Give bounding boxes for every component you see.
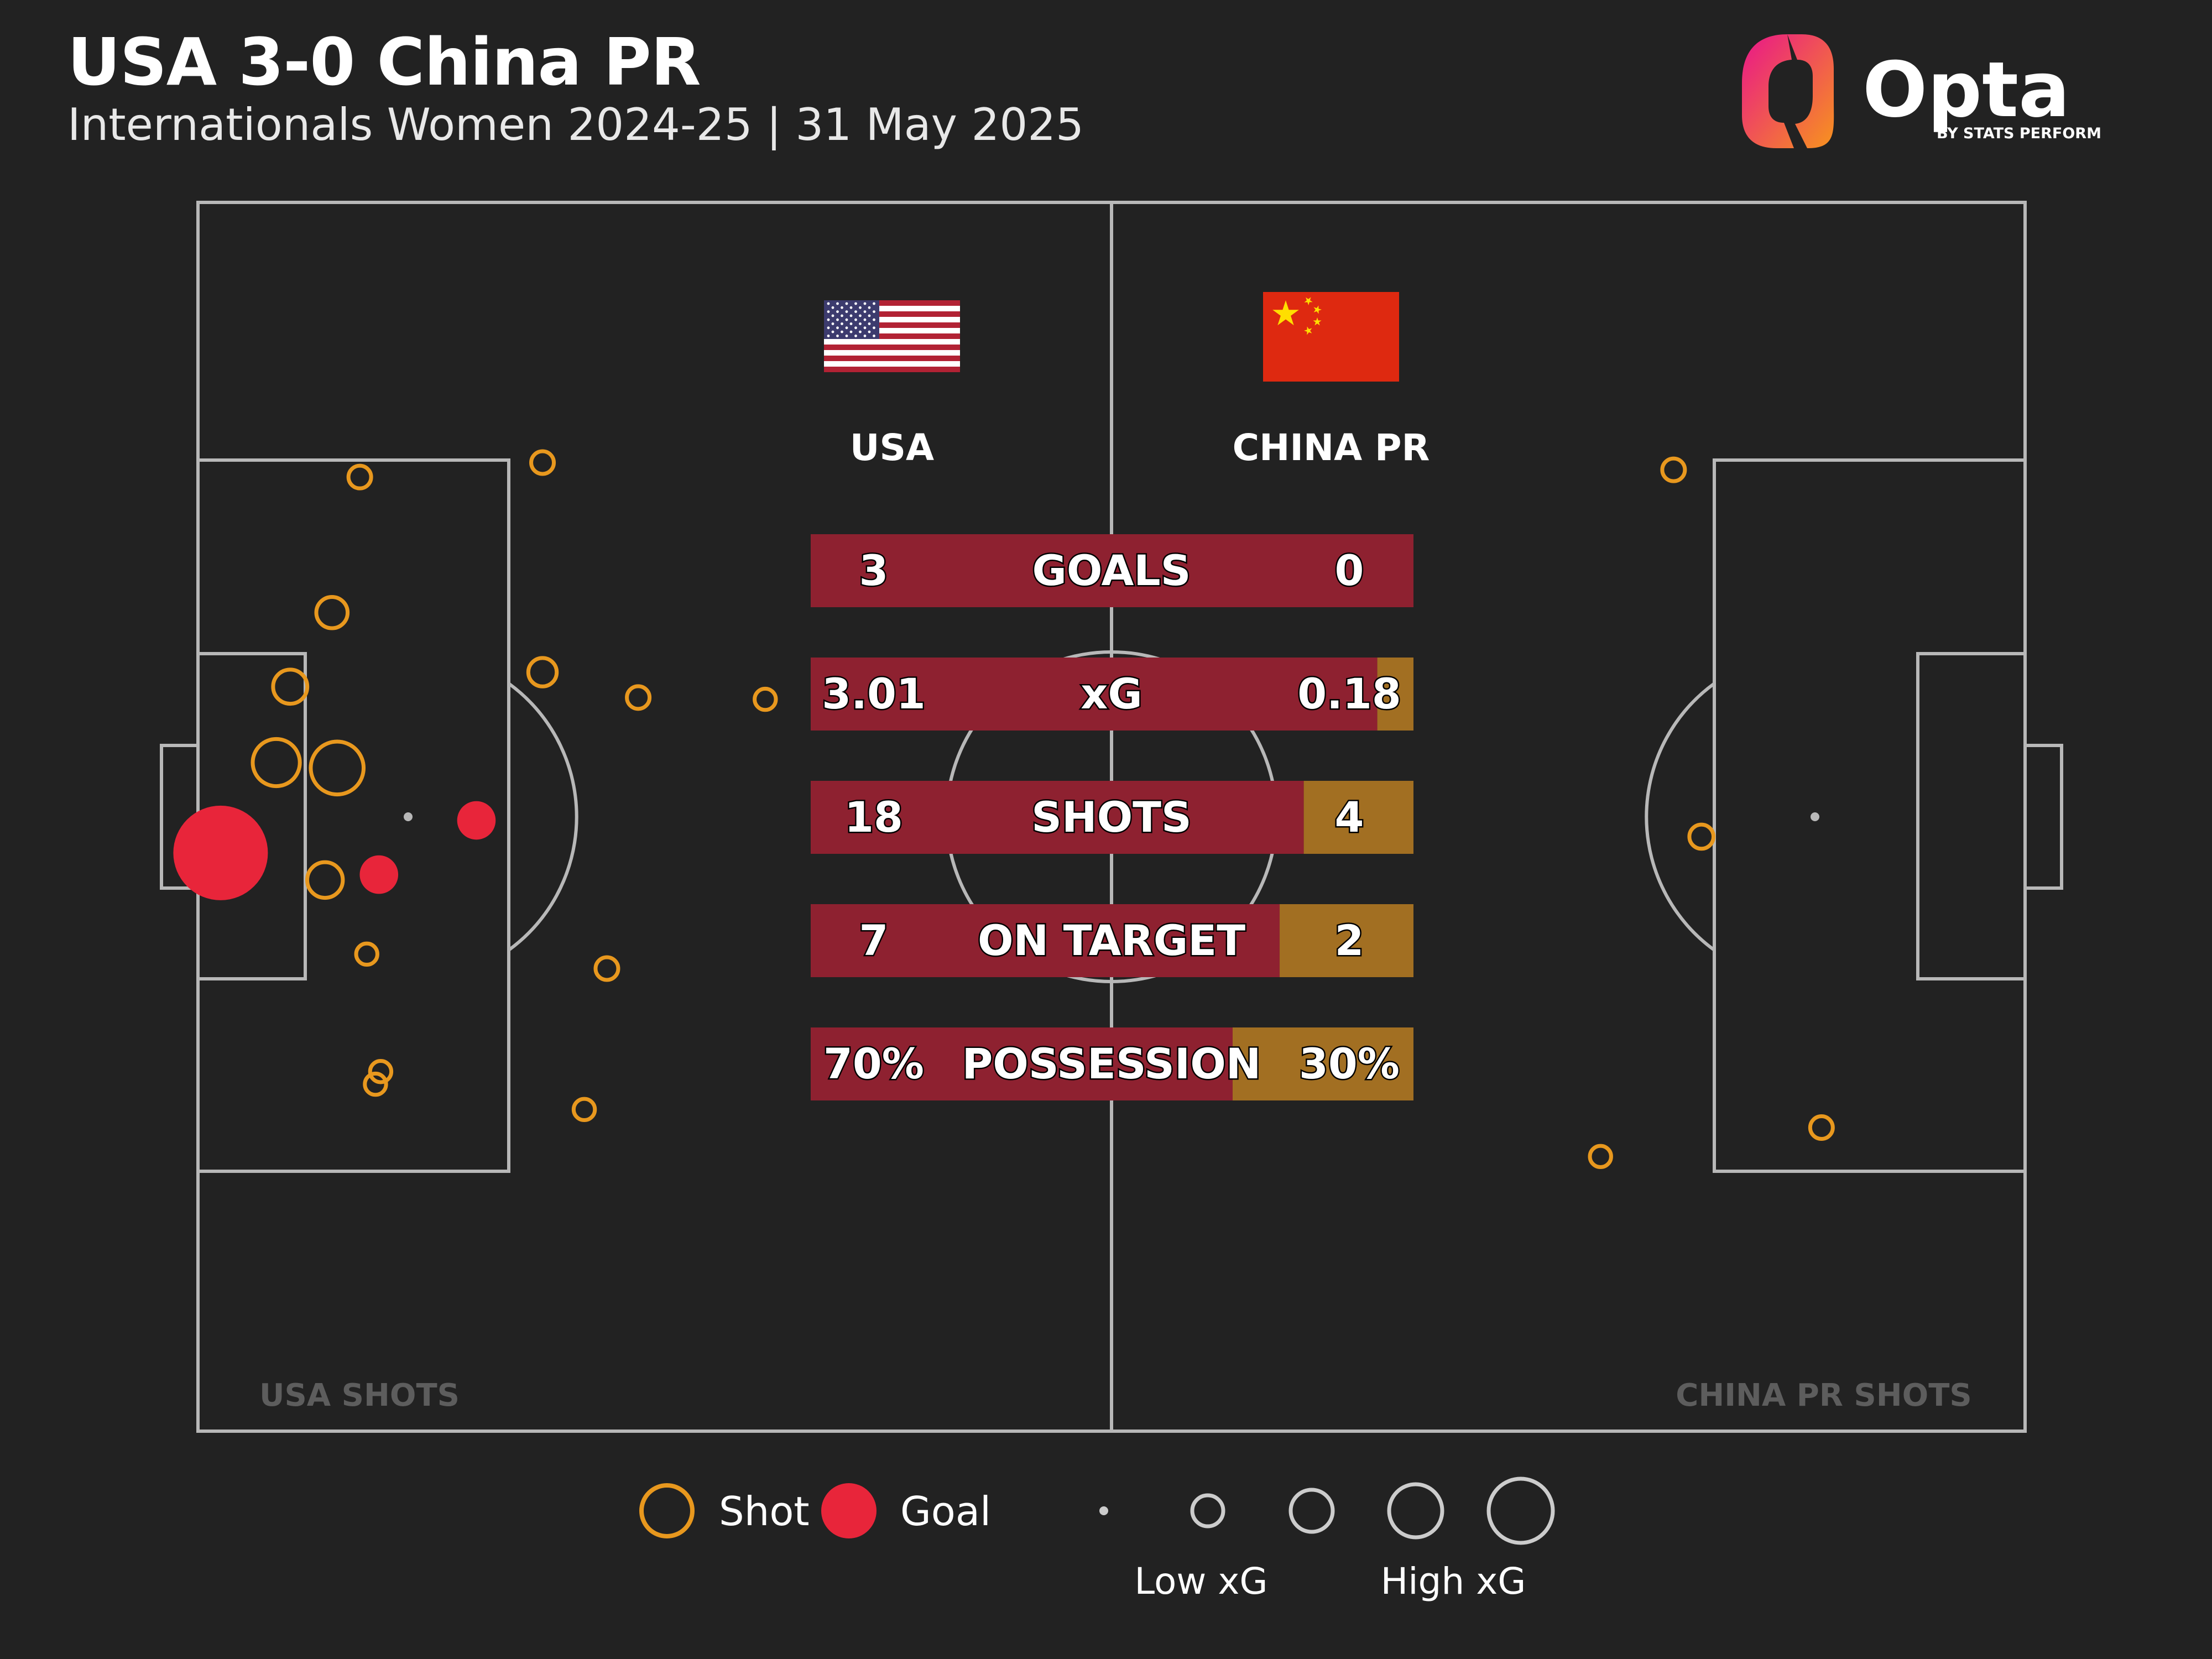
- big-star-icon: [1272, 300, 1299, 326]
- away-team-name: CHINA PR: [1233, 426, 1430, 469]
- xg-size-step: [1387, 1482, 1444, 1540]
- china-flag: [1263, 292, 1399, 382]
- china-pr-shots: [1588, 456, 1835, 1170]
- home-stat-value: 7: [859, 916, 889, 965]
- right-six-yard-box: [1916, 652, 2027, 980]
- legend-goal-label: Goal: [900, 1488, 991, 1535]
- small-stars: [1304, 297, 1322, 335]
- shot-marker: [571, 1097, 597, 1123]
- shot-marker: [363, 1071, 388, 1097]
- home-stat-value: 3.01: [822, 669, 926, 718]
- chart-subtitle: Internationals Women 2024-25 | 31 May 20…: [67, 99, 1084, 150]
- away-shots-label: CHINA PR SHOTS: [1676, 1378, 1972, 1413]
- shot-marker: [1660, 456, 1687, 483]
- right-goal: [2023, 744, 2063, 890]
- shot-marker: [1808, 1114, 1835, 1141]
- legend-shot-label: Shot: [719, 1488, 810, 1535]
- home-stat-value: 3: [859, 546, 889, 595]
- left-penalty-spot: [404, 812, 413, 821]
- small-star-icon: [1313, 305, 1322, 314]
- away-stat-bar: [1233, 1027, 1413, 1100]
- usa-flag: [824, 300, 960, 372]
- goal-marker: [359, 855, 399, 894]
- home-stat-bar: [811, 658, 1378, 731]
- goal-marker: [173, 805, 268, 900]
- away-stat-bar: [1303, 781, 1413, 854]
- home-stat-value: 18: [844, 792, 903, 842]
- stat-row: 3.01 xG 0.18: [811, 658, 1413, 731]
- xg-size-step: [1486, 1477, 1555, 1545]
- shot-marker: [271, 667, 310, 706]
- away-stat-value: 30%: [1299, 1039, 1400, 1088]
- opta-wordmark: Opta: [1863, 45, 2070, 134]
- away-stat-value: 0.18: [1297, 669, 1401, 718]
- away-stat-value: 2: [1335, 916, 1364, 965]
- away-stat-bar: [1377, 658, 1413, 731]
- shot-marker: [314, 594, 350, 630]
- legend-high-xg: High xG: [1381, 1560, 1526, 1603]
- home-team-name: USA: [850, 426, 934, 469]
- usa-shots: [173, 449, 778, 1123]
- stat-row: 3 GOALS 0: [811, 534, 1413, 607]
- away-stat-value: 0: [1335, 546, 1364, 595]
- xg-size-step: [1288, 1488, 1335, 1534]
- right-penalty-area: [1713, 458, 2027, 1173]
- stat-row: 7 ON TARGET 2: [811, 904, 1413, 977]
- xg-size-step: [1190, 1493, 1225, 1528]
- opta-logo: Opta BY STATS PERFORM: [1742, 34, 2101, 148]
- shot-marker: [305, 860, 345, 900]
- chart-title: USA 3-0 China PR: [67, 24, 701, 100]
- opta-byline: BY STATS PERFORM: [1937, 125, 2101, 142]
- right-penalty-arc: [1645, 682, 1715, 952]
- home-stat-bar: [811, 904, 1280, 977]
- shot-marker: [1588, 1144, 1613, 1170]
- stat-label: xG: [1081, 669, 1142, 718]
- shot-marker: [354, 941, 379, 967]
- right-penalty-spot: [1811, 812, 1819, 821]
- opta-mark-icon: [1742, 34, 1834, 148]
- small-star-icon: [1313, 317, 1322, 326]
- left-penalty-arc: [508, 682, 578, 952]
- shot-marker: [625, 684, 652, 711]
- home-stat-bar: [811, 781, 1304, 854]
- shot-marker: [346, 463, 373, 491]
- stat-label: ON TARGET: [978, 916, 1245, 965]
- home-stat-value: 70%: [823, 1039, 924, 1088]
- home-stat-bar: [811, 534, 1413, 607]
- goal-marker: [457, 801, 496, 840]
- shot-marker: [251, 737, 302, 789]
- shot-marker: [529, 449, 556, 476]
- home-shots-label: USA SHOTS: [259, 1378, 460, 1413]
- home-stat-bar: [811, 1027, 1233, 1100]
- away-stat-value: 4: [1335, 792, 1364, 842]
- xg-size-scale: [1099, 1477, 1555, 1545]
- legend-shot-marker: [639, 1483, 695, 1538]
- shot-marker: [309, 739, 366, 797]
- stat-bars: 3 GOALS 0 3.01 xG 0.18 18 SHOTS 4 7 ON TARGET 2 70% P…: [811, 534, 1413, 1100]
- legend: Shot Goal Low xG High xG: [639, 1477, 1555, 1603]
- stat-label: GOALS: [1032, 546, 1191, 595]
- small-star-icon: [1304, 326, 1312, 335]
- small-star-icon: [1304, 297, 1313, 305]
- stat-label: POSSESSION: [962, 1039, 1261, 1088]
- away-stat-bar: [1280, 904, 1413, 977]
- stat-row: 70% POSSESSION 30%: [811, 1027, 1413, 1100]
- shot-marker: [593, 955, 620, 982]
- shot-marker: [368, 1059, 394, 1084]
- xg-size-step: [1099, 1506, 1108, 1515]
- shot-marker: [753, 686, 778, 712]
- stat-row: 18 SHOTS 4: [811, 781, 1413, 854]
- shot-marker: [1687, 822, 1716, 851]
- shot-marker: [526, 656, 559, 688]
- legend-goal-marker: [821, 1483, 877, 1538]
- legend-low-xg: Low xG: [1134, 1560, 1267, 1603]
- stat-label: SHOTS: [1031, 792, 1192, 842]
